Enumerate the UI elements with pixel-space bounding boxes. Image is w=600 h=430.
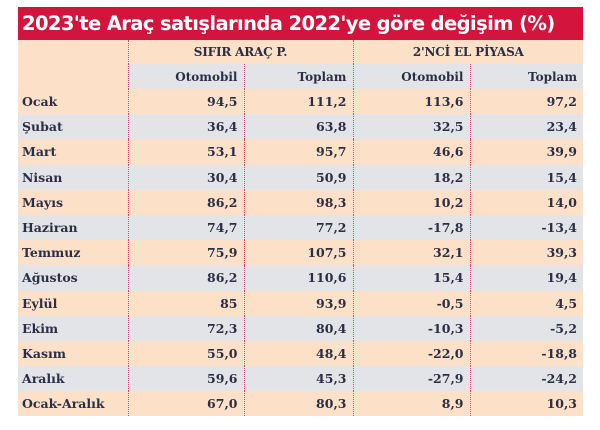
cell-value: -0,5 (352, 290, 470, 316)
table-row: Eylül 85 93,9 -0,5 4,5 (18, 290, 584, 316)
table-row: Ağustos 86,2 110,6 15,4 19,4 (18, 265, 584, 291)
cell-value: 59,6 (127, 366, 244, 392)
cell-value: 4,5 (469, 290, 584, 316)
table-row: Nisan 30,4 50,9 18,2 15,4 (18, 164, 584, 190)
col-header-used-otomobil: Otomobil (352, 64, 470, 89)
cell-value: 53,1 (127, 139, 244, 165)
cell-value: 72,3 (127, 315, 244, 341)
cell-value: 113,6 (352, 89, 470, 115)
table-row: Mart 53,1 95,7 46,6 39,9 (18, 139, 584, 165)
cell-value: 45,3 (243, 366, 353, 392)
col-header-used-toplam: Toplam (469, 64, 584, 89)
sub-header-row: Otomobil Toplam Otomobil Toplam (18, 64, 584, 89)
cell-value: 14,0 (469, 189, 584, 215)
cell-value: 63,8 (243, 114, 353, 140)
row-label: Ocak-Aralık (18, 391, 128, 417)
table-row: Temmuz 75,9 107,5 32,1 39,3 (18, 240, 584, 266)
cell-value: -24,2 (469, 366, 584, 392)
table-row: Mayıs 86,2 98,3 10,2 14,0 (18, 189, 584, 215)
cell-value: 94,5 (127, 89, 244, 115)
group-header-row: SIFIR ARAÇ P. 2'NCİ EL PİYASA (18, 40, 584, 64)
cell-value: 107,5 (243, 240, 353, 266)
row-label: Mart (18, 139, 128, 165)
row-label: Ekim (18, 315, 128, 341)
table-container: 2023'te Araç satışlarında 2022'ye göre d… (18, 7, 584, 417)
cell-value: 74,7 (127, 214, 244, 241)
group-header-new-vehicles: SIFIR ARAÇ P. (127, 40, 353, 64)
data-table: SIFIR ARAÇ P. 2'NCİ EL PİYASA Otomobil T… (18, 40, 584, 417)
cell-value: 55,0 (127, 340, 244, 367)
row-label: Ocak (18, 89, 128, 115)
table-row-total: Ocak-Aralık 67,0 80,3 8,9 10,3 (18, 391, 584, 417)
corner-cell (18, 40, 128, 64)
table-row: Aralık 59,6 45,3 -27,9 -24,2 (18, 366, 584, 392)
cell-value: 75,9 (127, 240, 244, 266)
cell-value: 10,3 (469, 391, 584, 417)
cell-value: -18,8 (469, 340, 584, 367)
cell-value: 8,9 (352, 391, 470, 417)
row-label: Aralık (18, 366, 128, 392)
cell-value: 77,2 (243, 214, 353, 241)
row-label: Şubat (18, 114, 128, 140)
cell-value: 97,2 (469, 89, 584, 115)
cell-value: 85 (127, 290, 244, 316)
cell-value: -22,0 (352, 340, 470, 367)
cell-value: 39,9 (469, 139, 584, 165)
table-row: Kasım 55,0 48,4 -22,0 -18,8 (18, 340, 584, 367)
row-label: Eylül (18, 290, 128, 316)
cell-value: -17,8 (352, 214, 470, 241)
cell-value: 86,2 (127, 189, 244, 215)
cell-value: 67,0 (127, 391, 244, 417)
table-row: Şubat 36,4 63,8 32,5 23,4 (18, 114, 584, 140)
row-label: Ağustos (18, 265, 128, 291)
cell-value: 30,4 (127, 164, 244, 190)
row-label: Temmuz (18, 240, 128, 266)
cell-value: 46,6 (352, 139, 470, 165)
cell-value: 15,4 (352, 265, 470, 291)
cell-value: 98,3 (243, 189, 353, 215)
cell-value: -10,3 (352, 315, 470, 341)
cell-value: 23,4 (469, 114, 584, 140)
col-header-new-otomobil: Otomobil (127, 64, 244, 89)
cell-value: 10,2 (352, 189, 470, 215)
cell-value: 80,4 (243, 315, 353, 341)
cell-value: 95,7 (243, 139, 353, 165)
table-row: Ekim 72,3 80,4 -10,3 -5,2 (18, 315, 584, 341)
corner-cell (18, 64, 128, 89)
cell-value: 111,2 (243, 89, 353, 115)
cell-value: 86,2 (127, 265, 244, 291)
cell-value: 80,3 (243, 391, 353, 417)
cell-value: 48,4 (243, 340, 353, 367)
cell-value: 93,9 (243, 290, 353, 316)
row-label: Haziran (18, 214, 128, 241)
group-header-second-hand: 2'NCİ EL PİYASA (352, 40, 584, 64)
cell-value: -27,9 (352, 366, 470, 392)
cell-value: 50,9 (243, 164, 353, 190)
row-label: Mayıs (18, 189, 128, 215)
cell-value: 32,1 (352, 240, 470, 266)
cell-value: 19,4 (469, 265, 584, 291)
cell-value: 18,2 (352, 164, 470, 190)
row-label: Kasım (18, 340, 128, 367)
cell-value: -5,2 (469, 315, 584, 341)
cell-value: -13,4 (469, 214, 584, 241)
cell-value: 36,4 (127, 114, 244, 140)
col-header-new-toplam: Toplam (243, 64, 353, 89)
cell-value: 110,6 (243, 265, 353, 291)
table-row: Ocak 94,5 111,2 113,6 97,2 (18, 89, 584, 115)
table-title: 2023'te Araç satışlarında 2022'ye göre d… (18, 7, 583, 40)
row-label: Nisan (18, 164, 128, 190)
cell-value: 32,5 (352, 114, 470, 140)
cell-value: 39,3 (469, 240, 584, 266)
cell-value: 15,4 (469, 164, 584, 190)
table-row: Haziran 74,7 77,2 -17,8 -13,4 (18, 214, 584, 241)
